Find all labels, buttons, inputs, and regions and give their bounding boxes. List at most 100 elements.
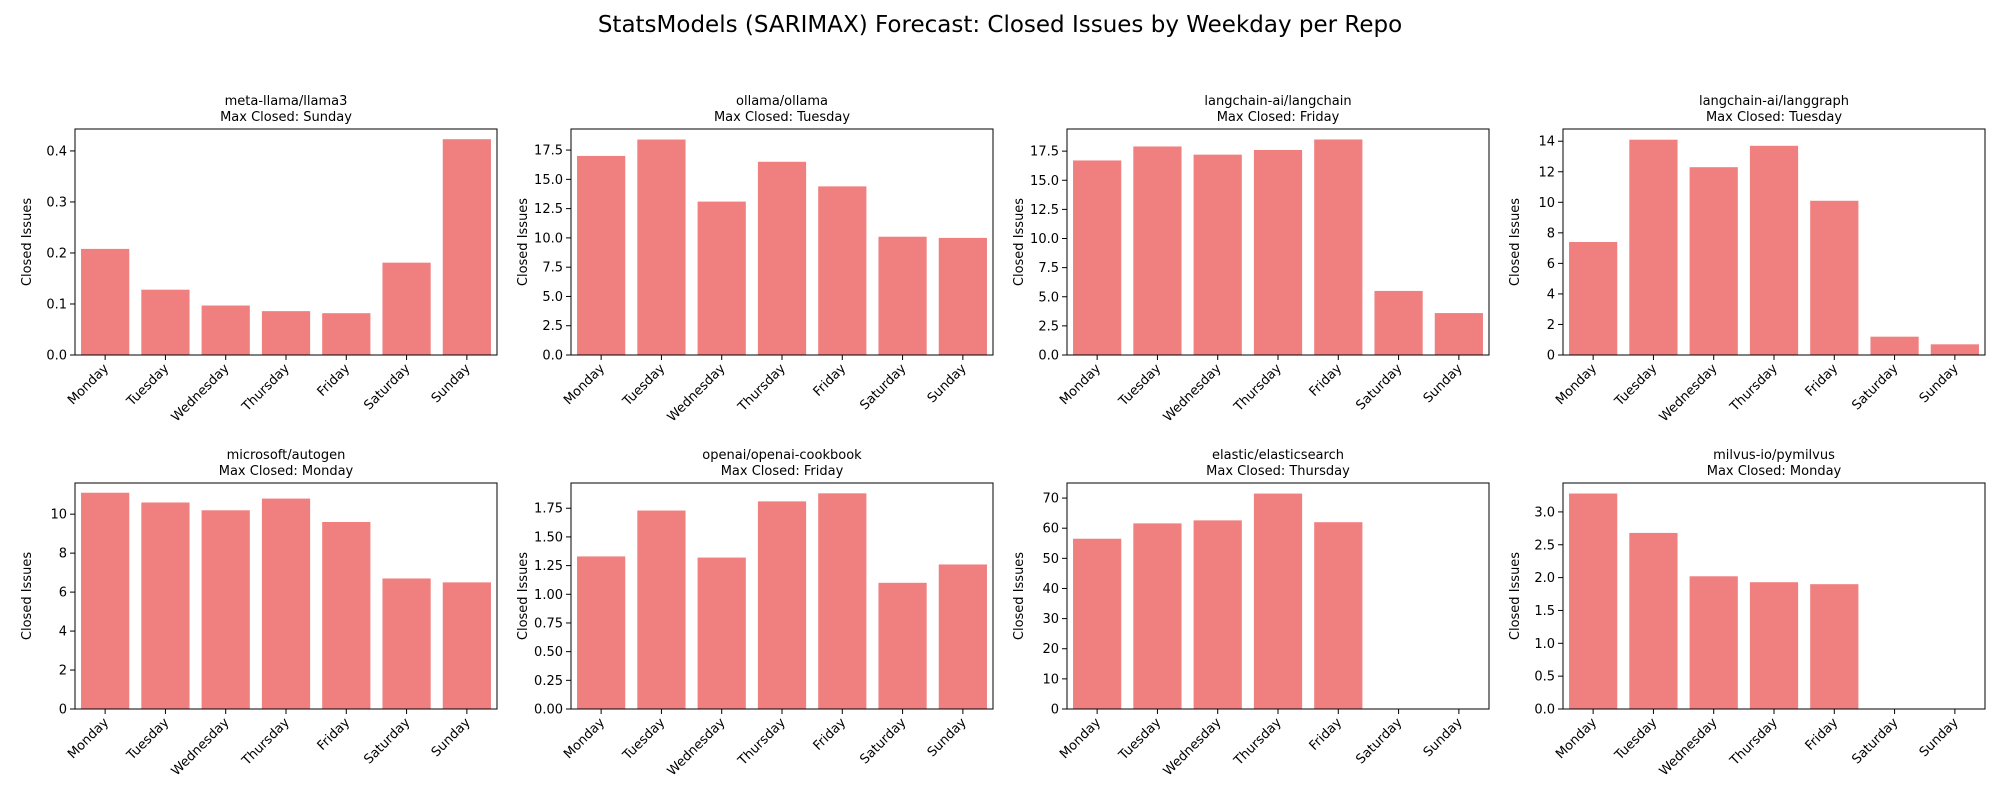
chart-5-ytick-label: 4	[59, 625, 67, 640]
chart-6-ytick-label: 0.00	[534, 703, 563, 718]
chart-1-axes-frame	[74, 128, 498, 356]
chart-7-xtick-label: Wednesday	[1161, 715, 1225, 779]
chart-3-ytick-label: 2.5	[1038, 319, 1059, 334]
chart-8-subtitle: Max Closed: Monday	[1707, 464, 1842, 479]
chart-3-xtick-label: Monday	[1057, 361, 1104, 408]
chart-8-ytick-label: 2.5	[1534, 538, 1555, 553]
chart-4-ytick-label: 2	[1547, 318, 1555, 333]
chart-3-xtick-label: Wednesday	[1161, 361, 1225, 425]
chart-8-bar-thursday	[1749, 582, 1799, 709]
chart-7-xtick-label: Sunday	[1421, 715, 1466, 760]
chart-2-ytick-label: 15.0	[534, 173, 563, 188]
chart-8-axes-frame	[1562, 482, 1986, 710]
chart-2-bar-thursday	[757, 161, 807, 355]
chart-1-xtick-label: Tuesday	[124, 361, 173, 410]
chart-4-bar-sunday	[1930, 344, 1979, 355]
chart-3-xtick-label: Thursday	[1231, 361, 1285, 415]
chart-6-xtick-label: Wednesday	[665, 715, 729, 779]
chart-1-ytick-label: 0.4	[46, 144, 67, 159]
chart-3-bar-tuesday	[1133, 146, 1182, 355]
chart-1-xtick-label: Saturday	[361, 361, 413, 413]
chart-4-xtick-label: Sunday	[1917, 361, 1962, 406]
chart-2-bar-wednesday	[697, 201, 746, 355]
chart-7-ylabel: Closed Issues	[1012, 552, 1027, 640]
chart-1-title: meta-llama/llama3	[225, 94, 348, 109]
chart-5-ytick-label: 8	[59, 547, 67, 562]
chart-8-xtick-label: Saturday	[1849, 715, 1901, 767]
chart-3-xtick-label: Tuesday	[1116, 361, 1165, 410]
chart-2-xtick-label: Monday	[561, 361, 608, 408]
chart-7-xtick-label: Friday	[1307, 715, 1346, 754]
chart-4-xtick-label: Saturday	[1849, 361, 1901, 413]
chart-5-xtick-label: Tuesday	[124, 715, 173, 764]
chart-7-xtick-label: Saturday	[1353, 715, 1405, 767]
chart-3-xtick-label: Friday	[1307, 361, 1346, 400]
chart-5-ylabel: Closed Issues	[20, 552, 35, 640]
chart-4-ytick-label: 4	[1547, 287, 1555, 302]
chart-5-bar-monday	[81, 492, 130, 709]
chart-5-ytick-label: 0	[59, 703, 67, 718]
chart-4-xtick-label: Thursday	[1727, 361, 1781, 415]
chart-5-bar-saturday	[382, 578, 431, 709]
chart-7-ytick-label: 60	[1042, 522, 1059, 537]
chart-7-ytick-label: 20	[1042, 642, 1059, 657]
chart-7-xtick-label: Monday	[1057, 715, 1104, 762]
chart-1-bar-tuesday	[141, 289, 190, 355]
chart-2-bar-tuesday	[637, 139, 686, 355]
chart-8-xtick-label: Monday	[1553, 715, 1600, 762]
chart-5-xtick-label: Wednesday	[169, 715, 233, 779]
chart-8-xtick-label: Sunday	[1917, 715, 1962, 760]
chart-6-xtick-label: Thursday	[735, 715, 789, 769]
chart-2-xtick-label: Thursday	[735, 361, 789, 415]
chart-7-subtitle: Max Closed: Thursday	[1206, 464, 1350, 479]
chart-6-ytick-label: 0.75	[534, 616, 563, 631]
chart-1-ytick-label: 0.2	[46, 246, 67, 261]
chart-6-xtick-label: Sunday	[925, 715, 970, 760]
figure-title: StatsModels (SARIMAX) Forecast: Closed I…	[597, 12, 1403, 38]
chart-8-bar-friday	[1810, 584, 1859, 709]
chart-7-bar-monday	[1073, 538, 1122, 709]
chart-7-ytick-label: 0	[1051, 703, 1059, 718]
chart-7-ytick-label: 70	[1042, 492, 1059, 507]
chart-8-ytick-label: 2.0	[1534, 571, 1555, 586]
chart-4-ytick-label: 12	[1538, 165, 1555, 180]
chart-5-axes-frame	[74, 482, 498, 710]
chart-4-bar-monday	[1569, 242, 1618, 355]
chart-1-ytick-label: 0.0	[46, 349, 67, 364]
chart-6-bar-sunday	[938, 564, 987, 709]
chart-6-ylabel: Closed Issues	[516, 552, 531, 640]
chart-3-ytick-label: 15.0	[1030, 174, 1059, 189]
chart-6-ytick-label: 1.50	[534, 530, 563, 545]
chart-4-xtick-label: Tuesday	[1612, 361, 1661, 410]
chart-7-xtick-label: Thursday	[1231, 715, 1285, 769]
chart-2-ytick-label: 0.0	[542, 349, 563, 364]
chart-1-ytick-label: 0.1	[46, 297, 67, 312]
chart-7-ytick-label: 10	[1042, 672, 1059, 687]
chart-6-bar-wednesday	[697, 557, 746, 709]
chart-1-bar-wednesday	[201, 305, 250, 355]
chart-3-title: langchain-ai/langchain	[1204, 94, 1351, 109]
chart-6-ytick-label: 0.50	[534, 645, 563, 660]
chart-4-xtick-label: Wednesday	[1657, 361, 1721, 425]
chart-8-ytick-label: 1.0	[1534, 637, 1555, 652]
chart-5-bar-wednesday	[201, 510, 250, 709]
chart-6-xtick-label: Friday	[811, 715, 850, 754]
chart-3-bar-monday	[1073, 160, 1122, 355]
chart-5-bar-sunday	[442, 582, 491, 709]
chart-7-axes-frame	[1066, 482, 1490, 710]
chart-5-xtick-label: Friday	[315, 715, 354, 754]
chart-3-axes-frame	[1066, 128, 1490, 356]
chart-2-subtitle: Max Closed: Tuesday	[714, 110, 850, 125]
chart-3-ylabel: Closed Issues	[1012, 198, 1027, 286]
chart-2-ylabel: Closed Issues	[516, 198, 531, 286]
chart-5-xtick-label: Monday	[65, 715, 112, 762]
chart-2-xtick-label: Friday	[811, 361, 850, 400]
chart-5-xtick-label: Thursday	[239, 715, 293, 769]
chart-6-xtick-label: Monday	[561, 715, 608, 762]
chart-1-bar-monday	[81, 248, 130, 355]
chart-5-bar-friday	[322, 521, 371, 709]
chart-1-ylabel: Closed Issues	[20, 198, 35, 286]
chart-1-subtitle: Max Closed: Sunday	[220, 110, 352, 125]
chart-6-bar-tuesday	[637, 510, 686, 709]
chart-6-subtitle: Max Closed: Friday	[721, 464, 844, 479]
